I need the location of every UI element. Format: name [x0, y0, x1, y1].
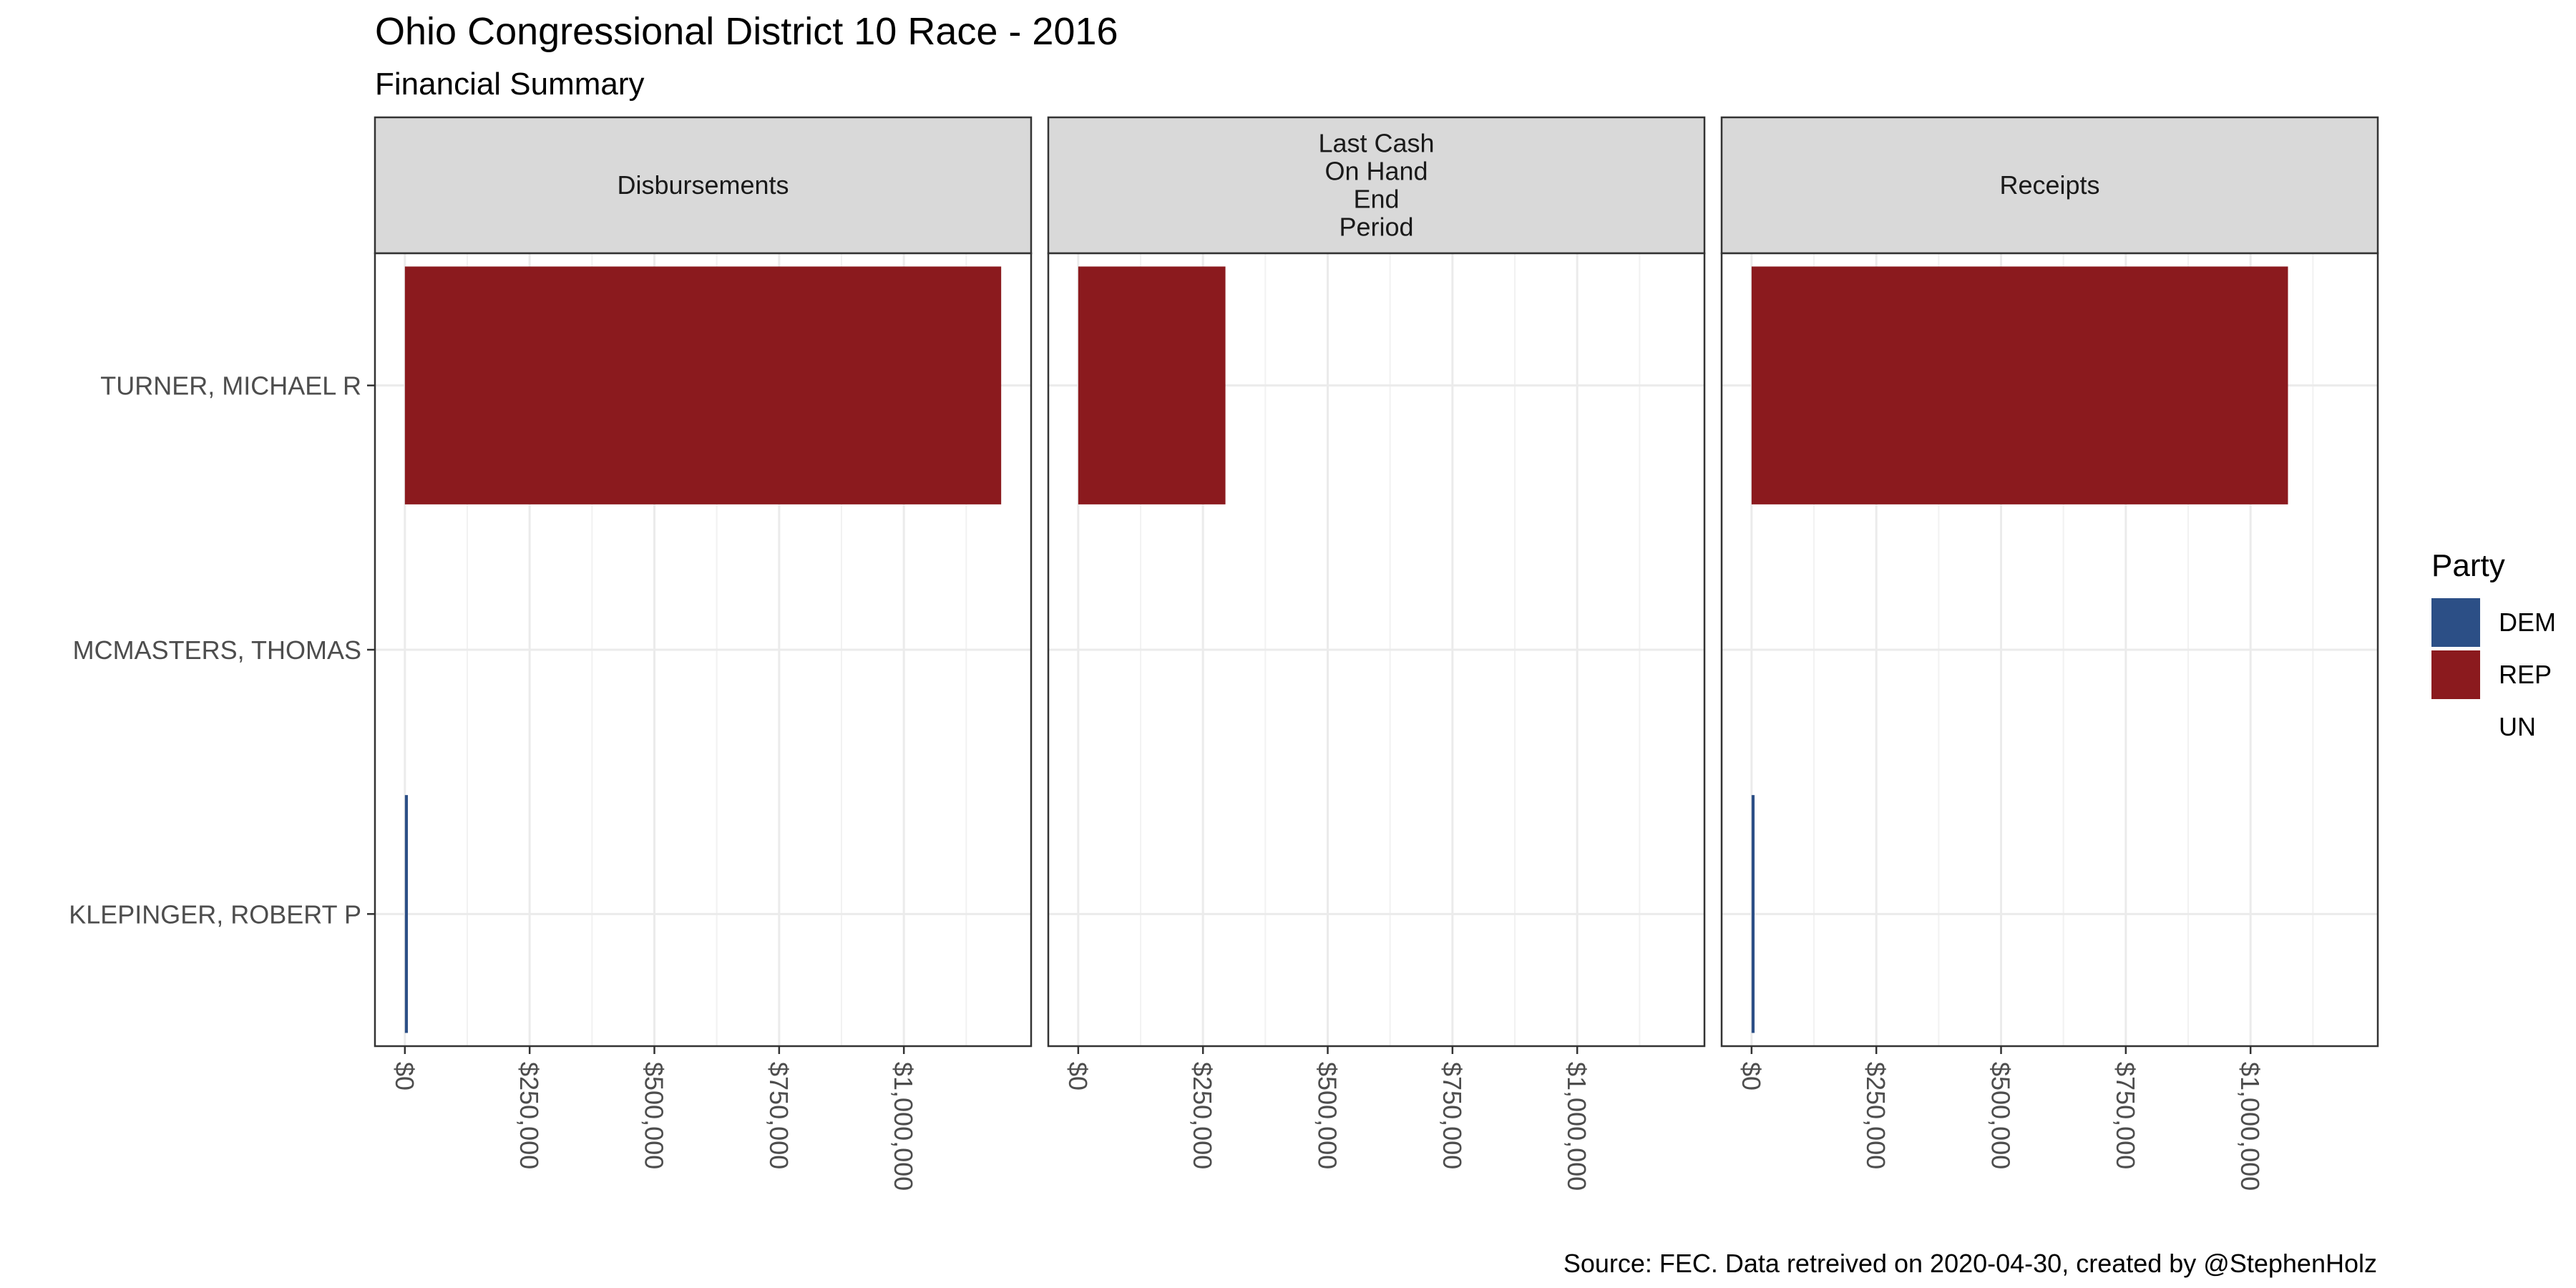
x-tick-label: $1,000,000	[889, 1062, 918, 1191]
legend: Party DEM REP UN	[2431, 548, 2556, 741]
chart-title: Ohio Congressional District 10 Race - 20…	[375, 10, 1118, 53]
facet-panel: Receipts $0 $250,000 $500,000 $750,000 $1,000…	[1720, 116, 2379, 1191]
chart-subtitle: Financial Summary	[375, 67, 645, 102]
bar	[404, 266, 1002, 504]
y-tick-label: TURNER, MICHAEL R	[100, 371, 361, 401]
x-tick-label: $0	[1737, 1062, 1766, 1091]
facet-panels: Disbursements $0 $250,000 $500,000 $750,000 $…	[374, 116, 2379, 1191]
facet-panel: Disbursements $0 $250,000 $500,000 $750,000 $…	[374, 116, 1033, 1191]
legend-title: Party	[2431, 548, 2505, 583]
bar	[404, 795, 409, 1033]
legend-key	[2431, 598, 2480, 647]
x-tick-label: $1,000,000	[2235, 1062, 2265, 1191]
x-tick-label: $500,000	[1313, 1062, 1342, 1169]
facet-label: Disbursements	[617, 170, 789, 200]
facet-label: On Hand	[1324, 157, 1428, 186]
x-tick-label: $250,000	[1861, 1062, 1890, 1169]
facet-label: Receipts	[1999, 170, 2099, 200]
y-tick-label: MCMASTERS, THOMAS	[73, 635, 361, 665]
bar	[1751, 795, 1755, 1033]
facet-label: End	[1353, 185, 1399, 214]
facet-strip	[1720, 116, 2379, 255]
facet-label: Period	[1339, 213, 1413, 242]
legend-label: REP	[2499, 660, 2552, 689]
x-tick-label: $250,000	[514, 1062, 544, 1169]
chart-caption: Source: FEC. Data retreived on 2020-04-3…	[1563, 1249, 2377, 1278]
x-tick-label: $750,000	[764, 1062, 794, 1169]
bar	[1078, 266, 1226, 504]
facet-strip	[374, 116, 1033, 255]
x-tick-label: $750,000	[1438, 1062, 1467, 1169]
x-tick-label: $1,000,000	[1562, 1062, 1591, 1191]
x-tick-label: $750,000	[2111, 1062, 2140, 1169]
facet-label: Last Cash	[1318, 129, 1434, 158]
legend-label: DEM	[2499, 608, 2556, 637]
legend-key	[2431, 650, 2480, 699]
y-tick-label: KLEPINGER, ROBERT P	[69, 899, 361, 929]
x-tick-label: $500,000	[640, 1062, 669, 1169]
legend-label: UN	[2499, 712, 2536, 741]
panel-border	[1720, 252, 2379, 1048]
bar	[1751, 266, 2288, 504]
panel-border	[1047, 252, 1706, 1048]
x-tick-label: $0	[390, 1062, 419, 1091]
x-tick-label: $0	[1063, 1062, 1093, 1091]
y-axis: TURNER, MICHAEL R MCMASTERS, THOMAS KLEPIN…	[69, 371, 375, 929]
x-tick-label: $500,000	[1986, 1062, 2016, 1169]
facet-strip	[1047, 116, 1706, 255]
x-tick-label: $250,000	[1188, 1062, 1217, 1169]
